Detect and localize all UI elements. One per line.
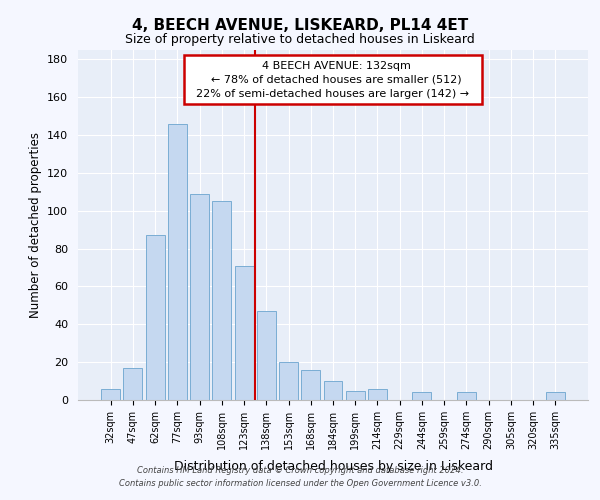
Text: Size of property relative to detached houses in Liskeard: Size of property relative to detached ho…	[125, 32, 475, 46]
Bar	[168, 124, 187, 400]
Bar	[190, 194, 209, 400]
Bar	[146, 236, 164, 400]
Text: 4 BEECH AVENUE: 132sqm
  ← 78% of detached houses are smaller (512)
  22% of sem: 4 BEECH AVENUE: 132sqm ← 78% of detached…	[190, 60, 476, 98]
Bar	[546, 392, 565, 400]
Bar	[212, 202, 231, 400]
X-axis label: Distribution of detached houses by size in Liskeard: Distribution of detached houses by size …	[173, 460, 493, 473]
Text: Contains HM Land Registry data © Crown copyright and database right 2024.
Contai: Contains HM Land Registry data © Crown c…	[119, 466, 481, 487]
Bar	[323, 381, 343, 400]
Bar	[346, 390, 365, 400]
Bar	[301, 370, 320, 400]
Bar	[101, 388, 120, 400]
Bar	[412, 392, 431, 400]
Bar	[124, 368, 142, 400]
Bar	[368, 388, 387, 400]
Bar	[257, 311, 276, 400]
Bar	[235, 266, 254, 400]
Bar	[457, 392, 476, 400]
Y-axis label: Number of detached properties: Number of detached properties	[29, 132, 41, 318]
Bar	[279, 362, 298, 400]
Text: 4, BEECH AVENUE, LISKEARD, PL14 4ET: 4, BEECH AVENUE, LISKEARD, PL14 4ET	[132, 18, 468, 32]
